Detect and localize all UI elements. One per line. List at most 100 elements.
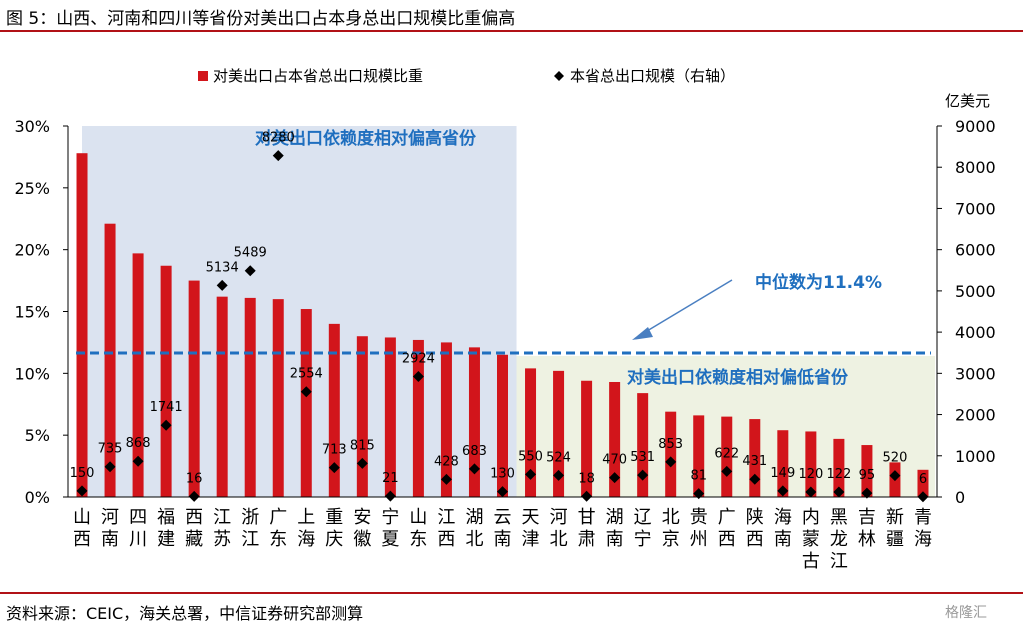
right-tick-label: 8000 xyxy=(955,158,996,177)
category-label: 川 xyxy=(129,529,147,550)
bar xyxy=(777,430,789,497)
category-label: 海 xyxy=(774,507,792,528)
marker-label: 149 xyxy=(770,466,795,481)
marker xyxy=(188,490,200,502)
title-rule xyxy=(0,30,1023,32)
category-label: 河 xyxy=(101,507,119,528)
low-region-label: 对美出口依赖度相对偏低省份 xyxy=(627,367,849,388)
category-label: 陕 xyxy=(746,507,764,528)
bar xyxy=(665,411,677,497)
right-tick-label: 1000 xyxy=(955,447,996,466)
bar xyxy=(581,380,593,497)
bar xyxy=(188,280,200,497)
bar xyxy=(693,415,705,497)
marker-label: 622 xyxy=(714,446,739,461)
marker-label: 95 xyxy=(859,468,876,483)
marker xyxy=(497,486,508,498)
category-label: 湖 xyxy=(465,507,483,528)
bar xyxy=(861,445,873,497)
category-label: 北 xyxy=(550,529,568,550)
left-tick-label: 5% xyxy=(25,426,50,445)
marker-label: 524 xyxy=(546,450,571,465)
marker xyxy=(216,279,228,291)
category-label: 北 xyxy=(465,529,483,550)
category-label: 南 xyxy=(774,529,792,550)
category-label: 西 xyxy=(437,529,455,550)
marker xyxy=(721,465,733,477)
category-label: 江 xyxy=(437,507,455,528)
marker xyxy=(805,486,817,498)
category-label: 上 xyxy=(297,507,315,528)
marker-label: 713 xyxy=(322,443,347,458)
category-label: 西 xyxy=(185,507,203,528)
marker-label: 130 xyxy=(490,467,515,482)
bar xyxy=(160,265,172,497)
bar xyxy=(833,438,845,497)
bar xyxy=(300,309,312,497)
marker xyxy=(356,457,368,469)
marker-label: 550 xyxy=(518,449,543,464)
category-label: 肃 xyxy=(578,529,596,550)
marker xyxy=(132,455,144,467)
bar xyxy=(132,253,144,497)
category-label: 新 xyxy=(886,507,904,528)
category-label: 山 xyxy=(409,507,427,528)
source-note: 资料来源：CEIC，海关总署，中信证券研究部测算 xyxy=(6,604,364,623)
legend-marker-label: 本省总出口规模（右轴） xyxy=(570,67,735,85)
marker xyxy=(637,469,649,481)
category-label: 江 xyxy=(830,551,848,572)
category-label: 龙 xyxy=(830,529,848,550)
marker-label: 5489 xyxy=(234,246,267,261)
category-label: 海 xyxy=(914,529,932,550)
legend-marker-swatch xyxy=(554,71,564,81)
bar xyxy=(328,323,340,497)
marker xyxy=(384,490,396,502)
median-label: 中位数为11.4% xyxy=(755,272,882,293)
left-tick-label: 10% xyxy=(14,364,50,383)
category-label: 海 xyxy=(297,529,315,550)
marker-label: 1741 xyxy=(150,400,183,415)
category-label: 宁 xyxy=(381,507,399,528)
right-tick-label: 6000 xyxy=(955,241,996,260)
category-label: 广 xyxy=(269,507,287,528)
bar xyxy=(76,153,88,497)
chart: 对美出口占本省总出口规模比重 本省总出口规模（右轴） 亿美元 0% 5% 10% 15% 20… xyxy=(14,67,996,572)
category-label: 内 xyxy=(802,507,820,528)
bottom-rule xyxy=(0,592,1023,594)
marker-label: 21 xyxy=(382,471,399,486)
marker-label: 531 xyxy=(630,450,655,465)
marker-label: 2924 xyxy=(402,351,435,366)
bar xyxy=(244,297,256,497)
marker-label: 81 xyxy=(690,469,707,484)
category-label: 徽 xyxy=(353,529,371,550)
marker xyxy=(525,468,537,480)
marker xyxy=(553,469,565,481)
marker xyxy=(468,463,480,475)
median-arrow-shaft xyxy=(641,279,733,335)
category-label: 林 xyxy=(858,529,876,550)
bar xyxy=(637,393,649,497)
marker-label: 868 xyxy=(126,436,151,451)
category-label: 浙 xyxy=(241,507,259,528)
category-label: 宁 xyxy=(634,529,652,550)
marker xyxy=(749,473,761,485)
right-tick-label: 9000 xyxy=(955,117,996,136)
marker xyxy=(833,486,845,498)
category-label: 青 xyxy=(914,507,932,528)
figure-title: 图 5：山西、河南和四川等省份对美出口占本身总出口规模比重偏高 xyxy=(6,9,516,29)
category-label: 贵 xyxy=(690,507,708,528)
category-label: 西 xyxy=(746,529,764,550)
bar xyxy=(412,339,424,497)
left-tick-label: 20% xyxy=(14,241,50,260)
category-label: 南 xyxy=(101,529,119,550)
category-label: 疆 xyxy=(886,529,904,550)
category-label: 东 xyxy=(269,529,287,550)
marker-label: 18 xyxy=(578,471,595,486)
bar xyxy=(497,354,508,497)
bar xyxy=(356,336,368,497)
marker-label: 8280 xyxy=(262,131,295,146)
category-label: 江 xyxy=(241,529,259,550)
marker xyxy=(300,386,312,398)
left-tick-label: 15% xyxy=(14,303,50,322)
category-label: 江 xyxy=(213,507,231,528)
